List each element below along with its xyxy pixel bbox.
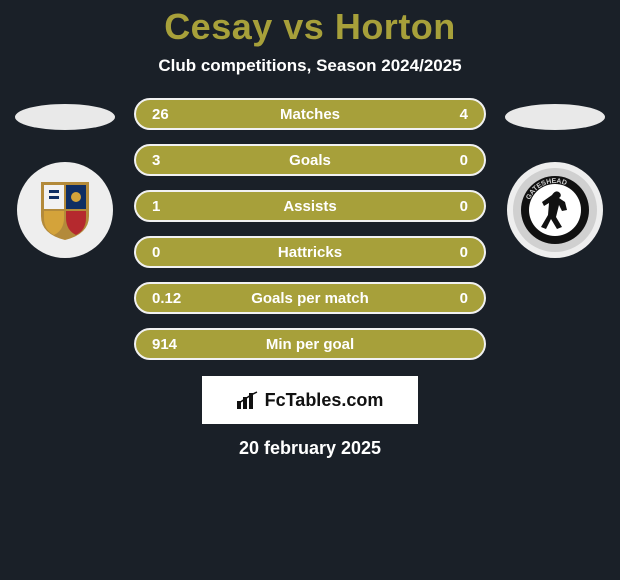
stat-label: Min per goal [206, 336, 414, 353]
stat-row: 0Hattricks0 [134, 236, 486, 268]
stat-label: Hattricks [206, 244, 414, 261]
player-left-col [10, 98, 120, 258]
wealdstone-shield-icon [37, 178, 93, 242]
stat-row: 3Goals0 [134, 144, 486, 176]
stat-left-value: 0.12 [152, 290, 206, 307]
stat-right-value: 0 [414, 152, 468, 169]
stat-row: 26Matches4 [134, 98, 486, 130]
club-right-badge: GATESHEAD [507, 162, 603, 258]
stat-left-value: 26 [152, 106, 206, 123]
main-row: 26Matches43Goals01Assists00Hattricks00.1… [0, 98, 620, 360]
player-right-oval [505, 104, 605, 130]
stat-label: Matches [206, 106, 414, 123]
club-left-badge [17, 162, 113, 258]
subtitle: Club competitions, Season 2024/2025 [0, 56, 620, 76]
brand-text: FcTables.com [265, 390, 384, 411]
stat-right-value: 0 [414, 244, 468, 261]
page-title: Cesay vs Horton [0, 6, 620, 48]
stat-row: 0.12Goals per match0 [134, 282, 486, 314]
stat-label: Assists [206, 198, 414, 215]
stat-row: 1Assists0 [134, 190, 486, 222]
gateshead-badge-icon: GATESHEAD [512, 167, 598, 253]
player-left-oval [15, 104, 115, 130]
stat-label: Goals [206, 152, 414, 169]
stat-left-value: 1 [152, 198, 206, 215]
stat-left-value: 914 [152, 336, 206, 353]
comparison-card: Cesay vs Horton Club competitions, Seaso… [0, 0, 620, 580]
stat-label: Goals per match [206, 290, 414, 307]
player-right-col: GATESHEAD [500, 98, 610, 258]
stat-right-value: 4 [414, 106, 468, 123]
stat-right-value: 0 [414, 198, 468, 215]
brand-logo: FcTables.com [202, 376, 418, 424]
stat-left-value: 3 [152, 152, 206, 169]
stat-left-value: 0 [152, 244, 206, 261]
fctables-bars-icon [237, 391, 259, 409]
date-text: 20 february 2025 [0, 438, 620, 459]
stat-right-value: 0 [414, 290, 468, 307]
stats-column: 26Matches43Goals01Assists00Hattricks00.1… [134, 98, 486, 360]
stat-row: 914Min per goal [134, 328, 486, 360]
